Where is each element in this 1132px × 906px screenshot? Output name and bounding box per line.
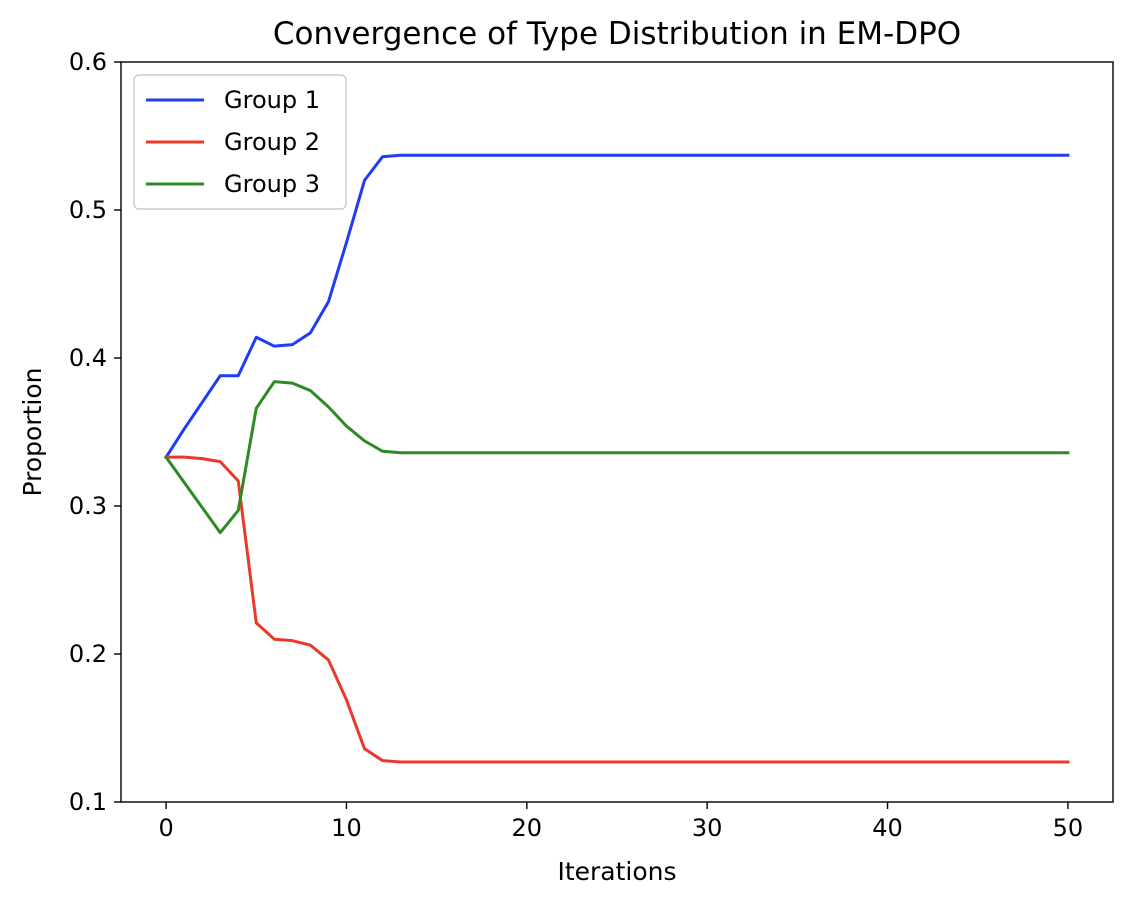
y-tick-label: 0.1 (69, 788, 107, 816)
y-tick-label: 0.6 (69, 48, 107, 76)
series-line-group-1 (164, 153, 1070, 460)
x-tick-label: 30 (692, 814, 723, 842)
y-tick-label: 0.4 (69, 344, 107, 372)
x-tick-label: 50 (1053, 814, 1084, 842)
series-line-group-2 (164, 455, 1070, 764)
y-tick-label: 0.3 (69, 492, 107, 520)
legend-box (133, 74, 347, 210)
y-tick-label: 0.2 (69, 640, 107, 668)
x-axis-label: Iterations (557, 857, 676, 886)
y-tick-label: 0.5 (69, 196, 107, 224)
y-axis-label: Proportion (18, 368, 47, 497)
series-line-group-3 (163, 380, 1070, 535)
y-axis: 0.1 0.2 0.3 0.4 0.5 0.6 (69, 48, 121, 816)
plot-area-frame (120, 61, 1114, 803)
x-tick-label: 40 (872, 814, 903, 842)
legend-label-group-1: Group 1 (224, 86, 320, 114)
legend: Group 1 Group 2 Group 3 (133, 74, 347, 210)
x-tick-label: 20 (512, 814, 543, 842)
x-tick-label: 0 (158, 814, 173, 842)
x-tick-label: 10 (331, 814, 362, 842)
series-layer (163, 153, 1070, 764)
legend-label-group-3: Group 3 (224, 170, 320, 198)
legend-label-group-2: Group 2 (224, 128, 320, 156)
x-axis: 0 10 20 30 40 50 (158, 802, 1083, 842)
chart-title: Convergence of Type Distribution in EM-D… (273, 16, 961, 52)
